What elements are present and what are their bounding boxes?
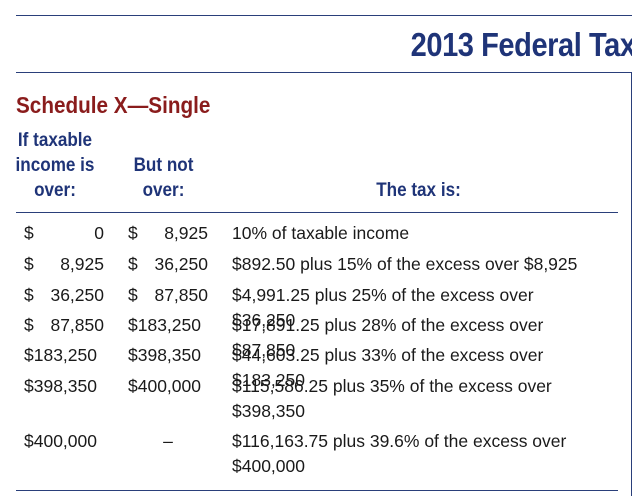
header-tax-is: The tax is: bbox=[376, 180, 461, 201]
dollar-sign: $ bbox=[24, 315, 34, 335]
income-over-value: $398,350 bbox=[24, 376, 97, 396]
not-over-value: $398,350 bbox=[128, 345, 201, 365]
income-over-amount: 8,925 bbox=[60, 254, 104, 274]
tax-formula: $892.50 plus 15% of the excess over $8,9… bbox=[232, 254, 578, 274]
income-over-amount: 36,250 bbox=[50, 285, 104, 305]
dollar-sign: $ bbox=[24, 254, 34, 274]
dollar-sign: $ bbox=[128, 254, 138, 274]
not-over-value: $400,000 bbox=[128, 376, 201, 396]
header-but-not-over: But not over: bbox=[133, 155, 194, 201]
not-over-dash: – bbox=[163, 431, 173, 451]
tax-formula: $116,163.75 plus 39.6% of the excess ove… bbox=[232, 431, 567, 476]
tax-formula: $17,891.25 plus 28% of the excess over $… bbox=[232, 315, 544, 360]
schedule-title: Schedule X—Single bbox=[16, 92, 211, 118]
dollar-sign: $ bbox=[24, 285, 34, 305]
dollar-sign: $ bbox=[128, 223, 138, 243]
income-over-amount: 0 bbox=[94, 223, 104, 243]
not-over-value: $183,250 bbox=[128, 315, 201, 335]
banner-title: 2013 Federal Tax bbox=[411, 26, 632, 63]
banner-bottom-rule bbox=[16, 72, 632, 73]
tax-formula: 10% of taxable income bbox=[232, 223, 410, 243]
not-over-amount: 8,925 bbox=[164, 223, 208, 243]
header-rule bbox=[16, 212, 618, 213]
not-over-amount: 36,250 bbox=[154, 254, 208, 274]
dollar-sign: $ bbox=[128, 285, 138, 305]
income-over-value: $183,250 bbox=[24, 345, 97, 365]
dollar-sign: $ bbox=[24, 223, 34, 243]
income-over-amount: 87,850 bbox=[50, 315, 104, 335]
header-income-over: If taxable income is over: bbox=[15, 130, 95, 201]
bottom-rule bbox=[16, 490, 618, 491]
income-over-value: $400,000 bbox=[24, 431, 97, 451]
not-over-amount: 87,850 bbox=[154, 285, 208, 305]
tax-formula: $44,603.25 plus 33% of the excess over $… bbox=[232, 345, 544, 390]
tax-formula: $4,991.25 plus 25% of the excess over $3… bbox=[232, 285, 534, 330]
tax-formula: $115,586.25 plus 35% of the excess over … bbox=[232, 376, 552, 421]
top-rule bbox=[16, 15, 632, 16]
